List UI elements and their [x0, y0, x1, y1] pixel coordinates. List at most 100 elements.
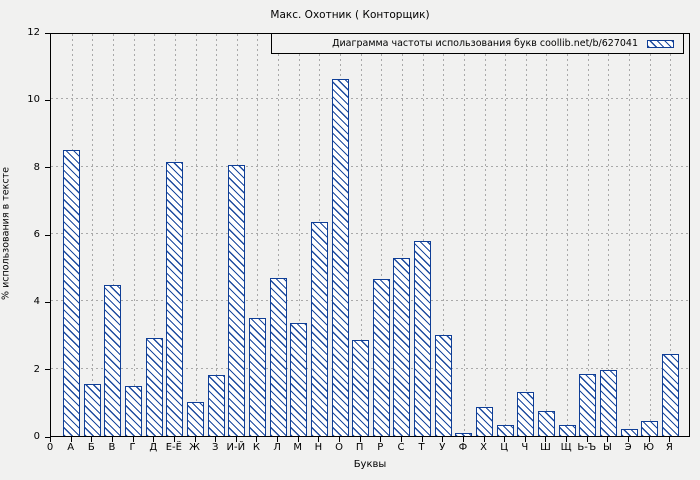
- bar-Х: [476, 407, 494, 436]
- y-tick-label: 0: [33, 431, 40, 442]
- x-tick: [50, 437, 51, 442]
- x-tick-label: Г: [129, 442, 136, 453]
- bar-Р: [372, 279, 390, 436]
- bar-С: [393, 257, 411, 436]
- x-tick: [194, 437, 196, 442]
- bar-М: [290, 323, 308, 436]
- y-tick: [45, 369, 50, 371]
- x-tick: [339, 437, 341, 442]
- x-tick-label: И-Й: [226, 442, 246, 453]
- x-tick-label: Л: [273, 442, 281, 453]
- v-gridline: [216, 34, 218, 436]
- v-gridline: [360, 34, 362, 436]
- y-tick: [45, 99, 50, 101]
- x-tick-label: В: [108, 442, 116, 453]
- y-tick: [45, 167, 50, 169]
- bar-Б: [83, 383, 101, 436]
- x-tick-label: Н: [314, 442, 323, 453]
- bar-Г: [125, 385, 143, 436]
- bar-Ы: [599, 370, 617, 436]
- x-tick-label: А: [67, 442, 75, 453]
- x-tick: [318, 437, 320, 442]
- x-tick: [400, 437, 402, 442]
- v-gridline: [195, 34, 197, 436]
- x-tick: [566, 437, 568, 442]
- y-tick-label: 12: [27, 27, 40, 38]
- bar-Н: [310, 222, 328, 436]
- v-gridline: [381, 34, 383, 436]
- x-tick-label: Я: [665, 442, 673, 453]
- v-gridline: [546, 34, 548, 436]
- x-tick-label: У: [439, 442, 446, 453]
- bar-Ч: [517, 392, 535, 436]
- y-tick: [45, 32, 50, 34]
- bar-З: [207, 375, 225, 436]
- h-gridline: [51, 165, 689, 167]
- x-tick: [669, 437, 671, 442]
- x-tick: [91, 437, 93, 442]
- v-gridline: [670, 34, 672, 436]
- x-tick-label: Ш: [540, 442, 551, 453]
- v-gridline: [278, 34, 280, 436]
- x-tick: [173, 437, 175, 442]
- y-tick-label: 8: [33, 161, 40, 173]
- x-tick: [421, 437, 423, 442]
- bar-Э: [620, 429, 638, 436]
- v-gridline: [422, 34, 424, 436]
- x-tick-label: Ы: [602, 442, 612, 453]
- x-tick-label: Б: [87, 442, 95, 453]
- legend-label: Диаграмма частоты использования букв coo…: [332, 38, 638, 49]
- v-gridline: [629, 34, 631, 436]
- chart-title: Макс. Охотник ( Конторщик): [270, 9, 430, 21]
- h-gridline: [51, 300, 689, 302]
- x-tick-label: Ь-Ъ: [577, 442, 597, 453]
- x-tick: [111, 437, 113, 442]
- x-tick: [132, 437, 134, 442]
- x-tick: [648, 437, 650, 442]
- v-gridline: [443, 34, 445, 436]
- bar-Д: [145, 338, 163, 436]
- x-tick: [442, 437, 444, 442]
- bar-У: [434, 335, 452, 436]
- bar-Т: [414, 240, 432, 436]
- y-tick: [45, 234, 50, 236]
- x-tick: [380, 437, 382, 442]
- x-tick-label: 0: [46, 442, 54, 453]
- x-tick-label: О: [335, 442, 343, 453]
- plot-area: Диаграмма частоты использования букв coo…: [50, 33, 690, 437]
- x-tick: [483, 437, 485, 442]
- x-tick: [359, 437, 361, 442]
- x-tick: [297, 437, 299, 442]
- y-tick: [45, 436, 50, 438]
- y-tick-label: 6: [33, 229, 40, 240]
- bar-Я: [661, 353, 679, 436]
- h-gridline: [51, 98, 689, 100]
- v-gridline: [463, 34, 465, 436]
- x-tick-label: П: [355, 442, 364, 453]
- bar-К: [248, 318, 266, 436]
- y-tick-label: 4: [33, 296, 40, 308]
- bar-Ф: [455, 432, 473, 436]
- x-tick-label: К: [252, 442, 260, 453]
- x-tick: [256, 437, 258, 442]
- v-gridline: [257, 34, 259, 436]
- x-tick-label: Т: [418, 442, 425, 453]
- x-tick: [628, 437, 630, 442]
- x-tick: [524, 437, 526, 442]
- x-tick-label: Э: [624, 442, 632, 453]
- x-tick-label: Д: [149, 442, 158, 453]
- x-tick-label: Р: [377, 442, 384, 453]
- v-gridline: [484, 34, 486, 436]
- x-tick-label: Х: [480, 442, 487, 453]
- x-axis-label: Буквы: [353, 459, 387, 470]
- x-tick-label: З: [211, 442, 219, 453]
- legend: Диаграмма частоты использования букв coo…: [271, 33, 684, 54]
- bar-Щ: [558, 424, 576, 436]
- v-gridline: [608, 34, 610, 436]
- v-gridline: [525, 34, 527, 436]
- y-tick: [45, 301, 50, 303]
- bar-Ю: [641, 420, 659, 436]
- x-tick-label: Ч: [521, 442, 529, 453]
- v-gridline: [587, 34, 589, 436]
- bar-В: [104, 284, 122, 436]
